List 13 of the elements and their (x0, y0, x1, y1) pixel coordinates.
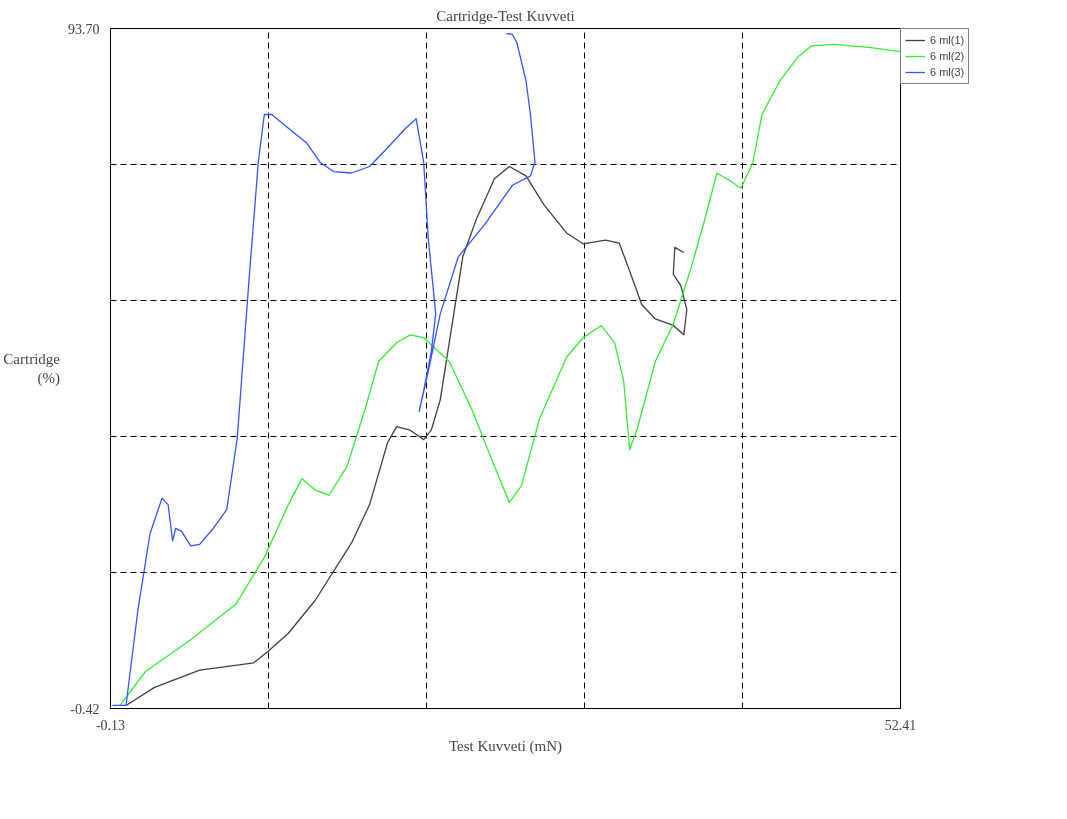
legend-label: 6 ml(2) (930, 49, 965, 63)
y-tick-label: 93.70 (68, 21, 100, 37)
x-axis-title: Test Kuvveti (mN) (448, 737, 563, 755)
line-series (119, 43, 901, 707)
y-tick-label: -0.42 (70, 701, 100, 717)
chart-title: Cartridge-Test Kuvveti (436, 7, 575, 24)
y-axis-title: Cartridge (%) (3, 350, 61, 388)
line-series (111, 32, 536, 707)
legend-label: 6 ml(3) (930, 65, 965, 79)
line-series (125, 165, 688, 707)
x-tick-label: 52.41 (884, 717, 917, 733)
legend-label: 6 ml(1) (930, 33, 965, 47)
x-tick-label: -0.13 (95, 717, 126, 733)
